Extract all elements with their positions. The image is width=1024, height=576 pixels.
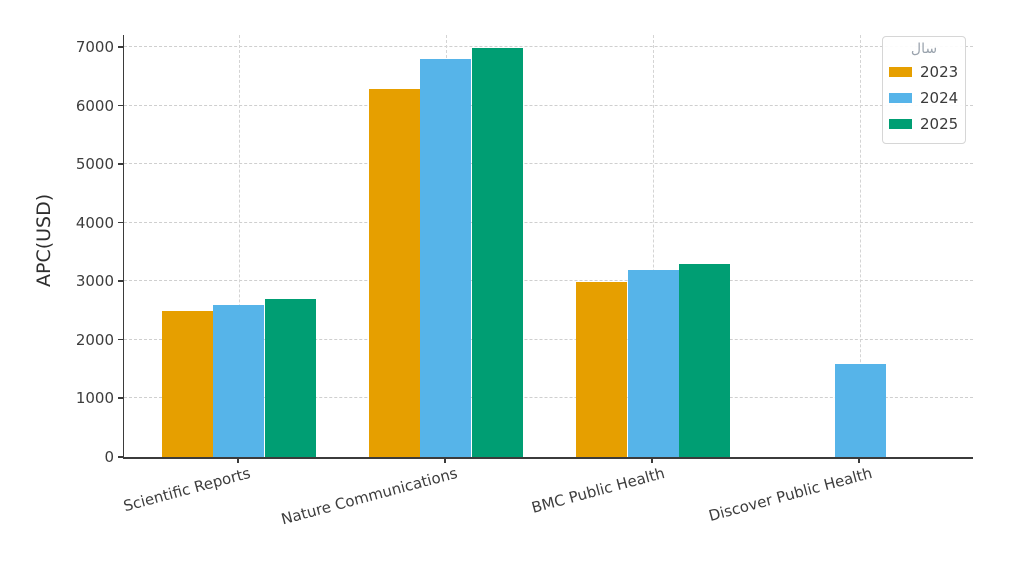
y-tick-mark: [118, 338, 123, 341]
bar-2024: [213, 305, 265, 457]
x-tick-mark: [236, 458, 239, 463]
horizontal-gridline: [124, 104, 973, 106]
y-tick-mark: [118, 46, 123, 48]
y-tick-mark: [118, 221, 123, 224]
x-tick-label: Scientific Reports: [121, 464, 253, 516]
legend-swatch-2023: [889, 67, 912, 77]
bar-2024: [627, 270, 679, 457]
y-tick-label: 4000: [75, 213, 114, 232]
bar-2025: [471, 47, 523, 457]
legend-item: 2024: [889, 85, 959, 111]
y-tick-mark: [118, 280, 123, 282]
y-tick-label: 5000: [75, 155, 114, 174]
legend: سال 2023 2024 2025: [882, 36, 966, 144]
bar-2024: [834, 363, 886, 457]
bar-2025: [679, 264, 731, 457]
legend-swatch-2024: [889, 93, 912, 103]
y-tick-mark: [118, 163, 123, 165]
y-tick-label: 6000: [75, 96, 114, 115]
horizontal-gridline: [124, 280, 973, 282]
horizontal-gridline: [124, 46, 973, 47]
legend-items: 2023 2024 2025: [889, 59, 959, 137]
y-tick-label: 2000: [75, 330, 114, 349]
x-tick-mark: [443, 458, 446, 463]
vertical-gridline: [860, 35, 862, 457]
horizontal-gridline: [124, 163, 973, 165]
bar-2024: [420, 59, 472, 457]
bar-2025: [264, 299, 316, 457]
legend-item: 2025: [889, 111, 959, 137]
horizontal-gridline: [124, 338, 973, 340]
bar-2023: [576, 281, 628, 457]
y-tick-mark: [118, 104, 123, 107]
horizontal-gridline: [124, 397, 973, 399]
plot-area: [123, 35, 973, 459]
x-tick-label: Discover Public Health: [706, 464, 874, 525]
legend-title: سال: [910, 41, 938, 57]
horizontal-gridline: [124, 221, 973, 223]
y-tick-label: 7000: [75, 38, 114, 56]
x-tick-mark: [651, 458, 653, 463]
x-tick-label: BMC Public Health: [529, 464, 667, 517]
legend-label: 2025: [920, 115, 959, 133]
y-tick-label: 1000: [75, 389, 114, 408]
y-tick-label: 3000: [75, 272, 114, 291]
legend-label: 2024: [920, 89, 959, 107]
x-tick-label: Nature Communications: [279, 464, 460, 529]
bar-2023: [368, 88, 420, 457]
vertical-gridline: [238, 35, 240, 457]
y-tick-label: 0: [104, 448, 114, 466]
x-tick-mark: [858, 458, 860, 463]
bar-2023: [161, 311, 213, 457]
legend-label: 2023: [920, 63, 959, 81]
y-tick-mark: [118, 456, 123, 458]
legend-swatch-2025: [889, 119, 912, 129]
y-tick-mark: [118, 397, 123, 400]
vertical-gridline: [653, 35, 655, 457]
legend-item: 2023: [889, 59, 959, 85]
